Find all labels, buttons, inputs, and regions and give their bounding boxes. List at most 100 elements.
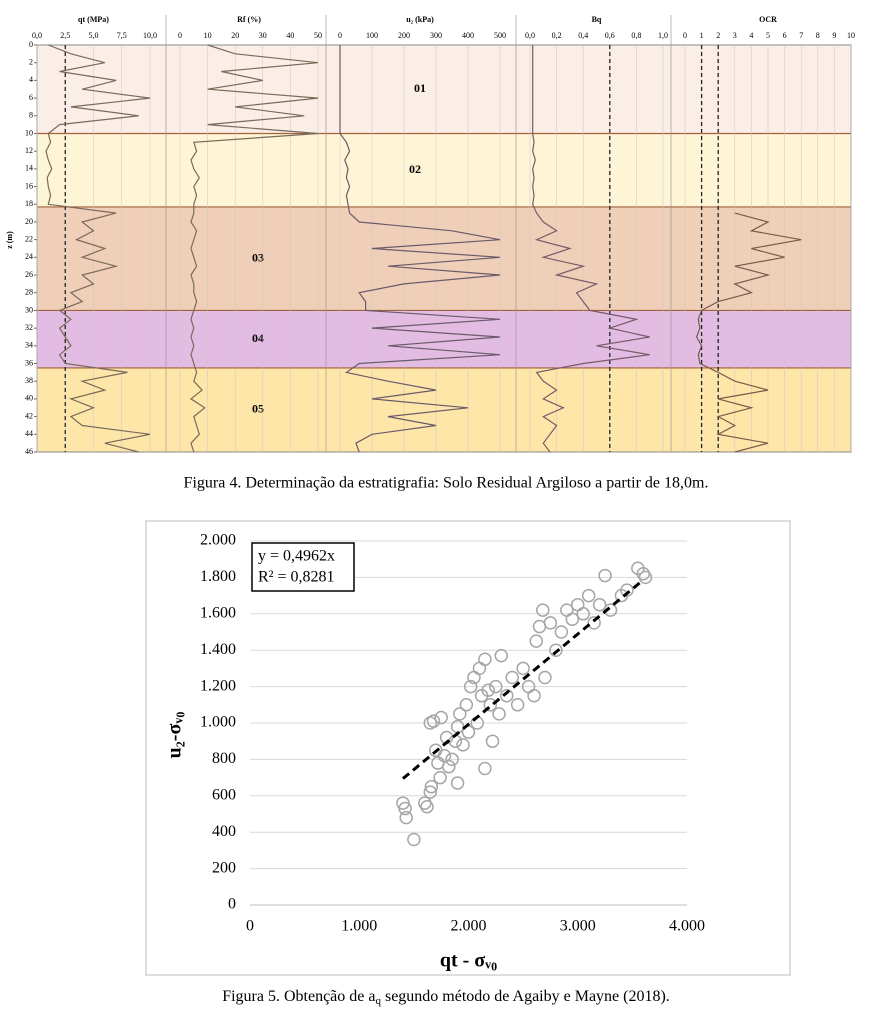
x-tick-label: 400 bbox=[462, 31, 474, 40]
y-tick-label: 36 bbox=[25, 358, 33, 367]
profile-line bbox=[532, 45, 650, 453]
data-point bbox=[420, 799, 434, 814]
data-point bbox=[527, 688, 541, 703]
data-point bbox=[529, 634, 543, 648]
x-tick-label: 0,4 bbox=[578, 31, 588, 40]
x-tick-label: 2 bbox=[716, 31, 720, 40]
data-point bbox=[536, 603, 550, 617]
x-tick-label: 5,0 bbox=[89, 31, 99, 40]
panel-title: qt (MPa) bbox=[78, 15, 109, 24]
y-tick-label: 26 bbox=[25, 270, 33, 279]
data-point bbox=[399, 810, 413, 825]
panel-title: u₂ (kPa) bbox=[406, 15, 434, 24]
data-point bbox=[581, 588, 596, 603]
y-tick-label: 0 bbox=[228, 896, 236, 913]
data-point bbox=[426, 714, 441, 728]
x-tick-label: 4 bbox=[749, 31, 753, 40]
x-tick-label: 9 bbox=[832, 31, 836, 40]
data-point bbox=[423, 785, 438, 799]
y-tick-label: 46 bbox=[25, 447, 33, 456]
y-tick-label: 38 bbox=[25, 376, 33, 385]
data-point bbox=[543, 616, 558, 630]
data-point bbox=[505, 670, 519, 685]
x-tick-label: 10 bbox=[204, 31, 212, 40]
data-point bbox=[638, 570, 653, 585]
y-tick-label: 12 bbox=[25, 146, 33, 155]
caption-part: segundo método de Agaiby e Mayne (2018). bbox=[381, 988, 670, 1005]
r-squared: R² = 0,8281 bbox=[258, 569, 335, 586]
layer-band bbox=[37, 310, 851, 368]
x-tick-label: 3.000 bbox=[560, 918, 596, 935]
y-tick-label: 200 bbox=[212, 859, 236, 876]
x-tick-label: 1.000 bbox=[341, 918, 377, 935]
caption-part: q bbox=[375, 995, 381, 1007]
data-point bbox=[485, 734, 500, 748]
x-tick-label: 4.000 bbox=[669, 918, 705, 935]
profile-line bbox=[45, 44, 151, 453]
x-tick-label: 0 bbox=[246, 918, 254, 935]
data-point bbox=[459, 698, 474, 712]
data-point bbox=[463, 679, 478, 694]
data-point bbox=[494, 648, 509, 663]
x-tick-label: 100 bbox=[366, 31, 378, 40]
data-point bbox=[434, 710, 448, 725]
x-axis-title: qt - σᵥ₀ bbox=[440, 950, 497, 972]
y-tick-label: 1.000 bbox=[200, 714, 236, 731]
layer-band bbox=[37, 206, 851, 311]
profile-line bbox=[339, 45, 501, 453]
equation: y = 0,4962x bbox=[258, 548, 335, 565]
x-tick-label: 0,6 bbox=[605, 31, 615, 40]
x-tick-label: 300 bbox=[430, 31, 442, 40]
layer-label: 01 bbox=[414, 81, 426, 95]
data-point bbox=[424, 779, 439, 794]
data-point bbox=[510, 698, 525, 712]
data-point bbox=[489, 679, 503, 694]
data-point bbox=[565, 612, 580, 627]
chart-frame bbox=[145, 520, 791, 976]
data-point bbox=[445, 752, 459, 767]
y-tick-label: 1.400 bbox=[200, 641, 236, 658]
y-tick-label: 32 bbox=[25, 323, 33, 332]
y-tick-label: 28 bbox=[25, 288, 33, 297]
layer-label: 02 bbox=[409, 162, 421, 176]
data-point bbox=[442, 759, 456, 774]
caption-part: Figura 5. Obtenção de a bbox=[222, 988, 375, 1005]
y-tick-label: 44 bbox=[25, 429, 33, 438]
x-tick-label: 0,2 bbox=[552, 31, 562, 40]
data-point bbox=[592, 597, 607, 612]
profile-line bbox=[695, 212, 802, 453]
data-point bbox=[433, 770, 447, 785]
layer-label: 05 bbox=[252, 402, 264, 416]
panel-title: Bq bbox=[592, 15, 602, 24]
data-point bbox=[492, 707, 506, 721]
x-tick-label: 0 bbox=[338, 31, 342, 40]
data-point bbox=[453, 707, 467, 721]
y-tick-label: 600 bbox=[212, 786, 236, 803]
data-point bbox=[576, 607, 590, 621]
x-tick-label: 40 bbox=[286, 31, 294, 40]
y-tick-label: 40 bbox=[25, 394, 33, 403]
data-point bbox=[483, 698, 498, 712]
y-tick-label: 800 bbox=[212, 750, 236, 767]
data-point bbox=[407, 832, 421, 847]
data-point bbox=[516, 661, 530, 676]
figure-caption: Figura 5. Obtenção de aq segundo método … bbox=[222, 988, 670, 1007]
data-point bbox=[481, 683, 495, 697]
x-tick-label: 0,0 bbox=[525, 31, 535, 40]
data-point bbox=[478, 652, 492, 667]
x-tick-label: 2,5 bbox=[60, 31, 70, 40]
y-tick-label: 2.000 bbox=[200, 532, 236, 549]
y-tick-label: 1.200 bbox=[200, 677, 236, 694]
y-tick-label: 42 bbox=[25, 411, 33, 420]
y-tick-label: 0 bbox=[29, 40, 33, 49]
x-tick-label: 0 bbox=[178, 31, 182, 40]
x-tick-label: 10 bbox=[847, 31, 855, 40]
y-tick-label: 400 bbox=[212, 823, 236, 840]
x-tick-label: 8 bbox=[816, 31, 820, 40]
y-tick-label: 6 bbox=[29, 93, 33, 102]
y-tick-label: 22 bbox=[25, 234, 33, 243]
y-axis-title: z (m) bbox=[5, 231, 14, 249]
y-tick-label: 1.800 bbox=[200, 568, 236, 585]
x-tick-label: 50 bbox=[314, 31, 322, 40]
panel-title: OCR bbox=[759, 15, 777, 24]
